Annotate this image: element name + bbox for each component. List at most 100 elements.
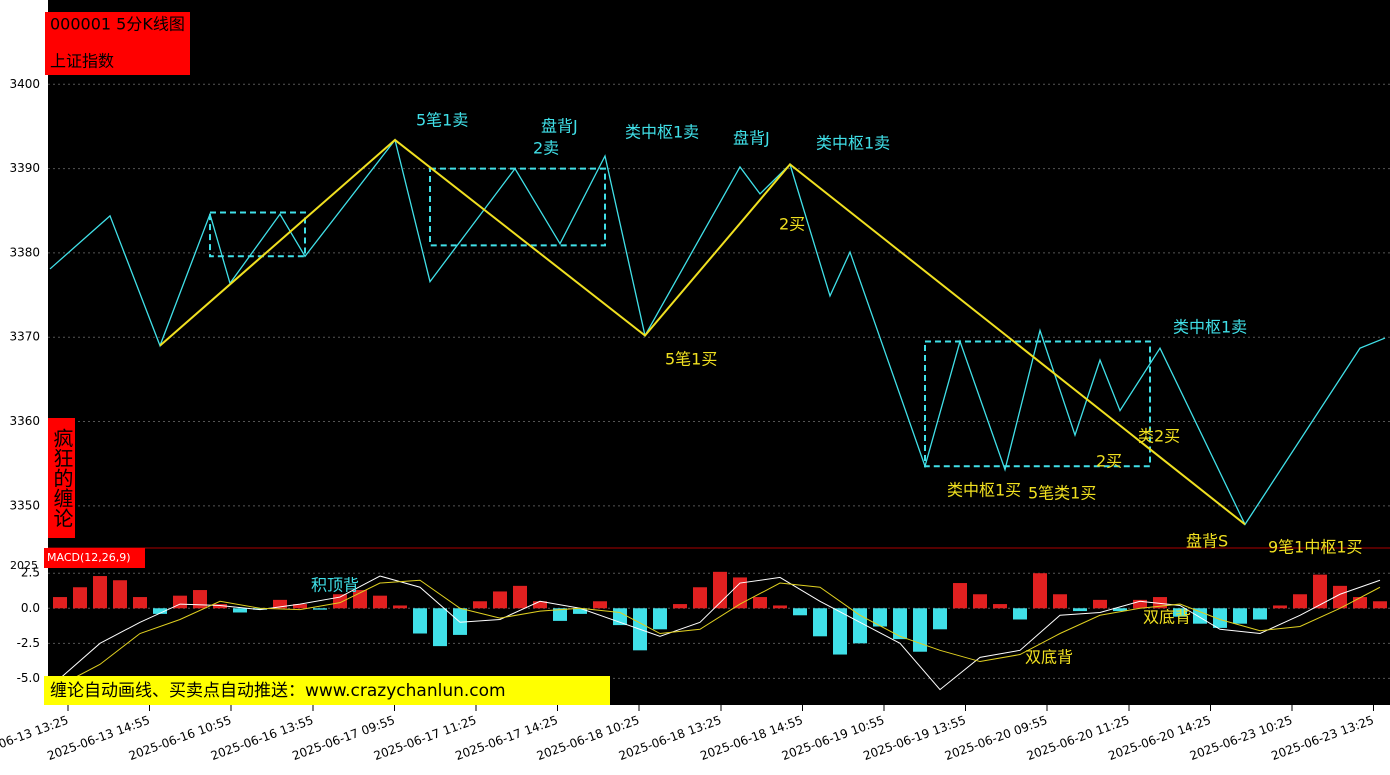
macd-bar	[653, 608, 667, 630]
macd-bar	[1093, 599, 1107, 609]
annotation: 9笔1中枢1买	[1268, 538, 1363, 557]
macd-bar	[553, 608, 567, 621]
banner: 缠论自动画线、买卖点自动推送：www.crazychanlun.com	[50, 681, 506, 701]
annotation: 2买	[1096, 452, 1122, 471]
macd-bar	[133, 597, 147, 609]
macd-bar	[993, 604, 1007, 609]
macd-bar	[413, 608, 427, 634]
macd-bar	[1013, 608, 1027, 620]
macd-bar	[253, 608, 267, 610]
macd-bar	[373, 595, 387, 609]
macd-bar	[493, 591, 507, 609]
macd-bar	[1193, 608, 1207, 624]
macd-bar	[93, 576, 107, 609]
macd-bar	[293, 604, 307, 609]
annotation: 积顶背	[311, 576, 359, 595]
macd-bar	[233, 608, 247, 613]
chart-subtitle: 上证指数	[50, 52, 114, 71]
y-tick-label: 3350	[9, 498, 40, 512]
line-series	[49, 138, 1386, 526]
macd-bar	[773, 605, 787, 609]
line-series	[159, 138, 1246, 526]
annotation: 盘背J	[541, 117, 578, 136]
macd-bar	[973, 594, 987, 609]
side-label: 疯狂的缠论	[48, 418, 75, 538]
annotation: 5笔1买	[665, 350, 717, 369]
annotation: 类中枢1买	[947, 481, 1021, 500]
macd-bar	[1273, 605, 1287, 609]
macd-bar	[1053, 594, 1067, 609]
macd-corner-label: 2025	[10, 559, 38, 572]
y-tick-label: 3360	[9, 414, 40, 428]
line-series	[59, 575, 1381, 691]
macd-bar	[793, 608, 807, 616]
annotation: 盘背S	[1186, 532, 1228, 551]
macd-bar	[393, 605, 407, 609]
macd-bar	[153, 608, 167, 614]
macd-bar	[593, 601, 607, 609]
macd-label-box	[44, 548, 145, 568]
macd-bar	[853, 608, 867, 644]
macd-bar	[573, 608, 587, 614]
macd-bar	[893, 608, 907, 640]
macd-bar	[533, 601, 547, 609]
hub-box	[429, 167, 606, 247]
macd-bar	[913, 608, 927, 652]
macd-bar	[333, 594, 347, 609]
macd-bar	[693, 587, 707, 609]
y-tick-label: -2.5	[17, 636, 40, 650]
macd-bar	[1033, 573, 1047, 609]
macd-bar	[1213, 608, 1227, 628]
macd-bar	[673, 604, 687, 609]
macd-bar	[1253, 608, 1267, 620]
annotation: 5笔类1买	[1028, 484, 1096, 503]
annotation: 盘背J	[733, 129, 770, 148]
macd-bar	[1313, 574, 1327, 609]
macd-bar	[193, 590, 207, 609]
macd-bar	[933, 608, 947, 630]
macd-bar	[453, 608, 467, 635]
macd-bar	[473, 601, 487, 609]
y-tick-label: -5.0	[17, 671, 40, 685]
macd-bar	[53, 597, 67, 609]
y-tick-label: 3400	[9, 77, 40, 91]
title-box	[45, 12, 190, 75]
y-tick-label: 3390	[9, 161, 40, 175]
macd-bar	[1173, 608, 1187, 617]
annotation: 2卖	[533, 139, 559, 158]
annotation: 2买	[779, 215, 805, 234]
y-tick-label: 3380	[9, 245, 40, 259]
y-tick-label: 2.5	[21, 566, 40, 580]
macd-bar	[1153, 597, 1167, 609]
macd-bar	[753, 597, 767, 609]
annotation: 5笔1卖	[416, 111, 468, 130]
macd-bar	[213, 604, 227, 609]
macd-bar	[1373, 601, 1387, 609]
macd-bar	[1073, 608, 1087, 612]
macd-bar	[1113, 608, 1127, 612]
annotation: 双底背	[1143, 608, 1191, 627]
y-tick-label: 3370	[9, 330, 40, 344]
hub-box	[209, 211, 306, 258]
macd-bar	[733, 577, 747, 609]
macd-bar	[273, 599, 287, 609]
macd-bar	[1293, 594, 1307, 609]
annotation: 类2买	[1138, 427, 1180, 446]
macd-bar	[113, 580, 127, 609]
chart-title: 000001 5分K线图	[50, 15, 185, 34]
annotation: 类中枢1卖	[816, 134, 890, 153]
macd-bar	[513, 585, 527, 609]
macd-bar	[873, 608, 887, 627]
macd-bar	[1353, 597, 1367, 609]
annotation: 类中枢1卖	[1173, 318, 1247, 337]
banner-box	[44, 676, 610, 705]
macd-bar	[433, 608, 447, 647]
annotation: 类中枢1卖	[625, 123, 699, 142]
macd-title: MACD(12,26,9)	[47, 551, 131, 564]
macd-bar	[313, 608, 327, 610]
macd-bar	[1233, 608, 1247, 624]
macd-bar	[1333, 585, 1347, 609]
annotation: 双底背	[1025, 648, 1073, 667]
